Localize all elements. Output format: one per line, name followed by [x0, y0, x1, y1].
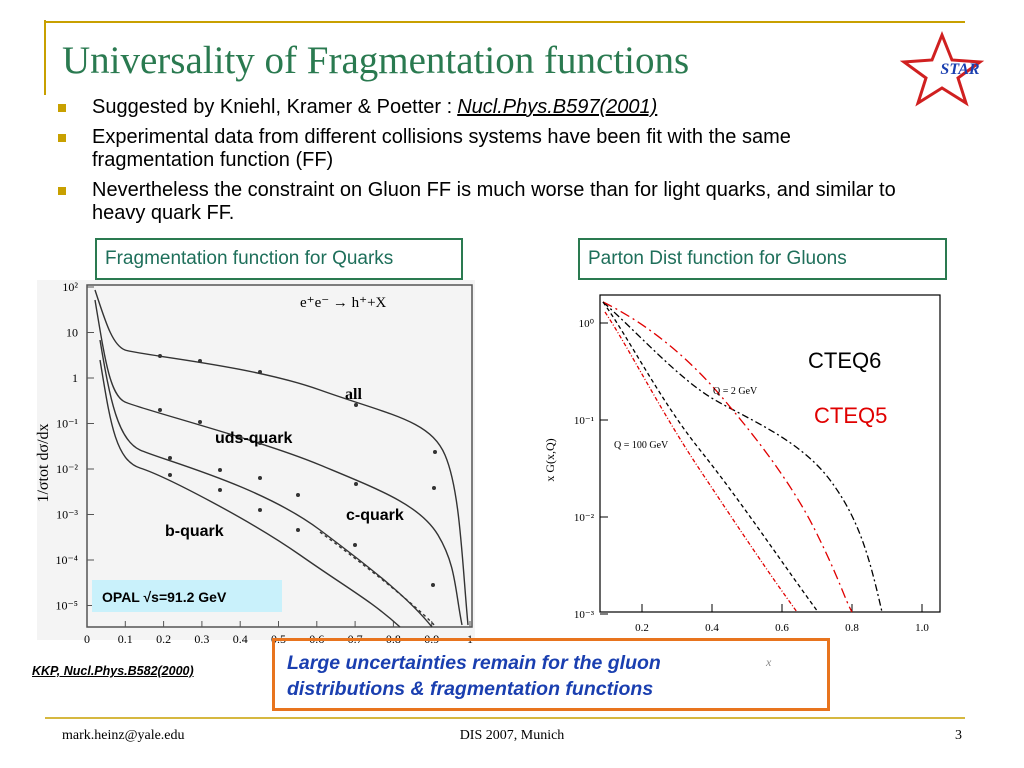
y-tick-label: 10	[66, 326, 78, 340]
plot-frame	[86, 284, 473, 628]
annotation: Q = 2 GeV	[713, 386, 758, 397]
bullet: Experimental data from different collisi…	[58, 126, 882, 172]
curve-label: b-quark	[165, 523, 224, 540]
slide-title: Universality of Fragmentation functions	[62, 39, 690, 82]
reference: Nucl.Phys.B597(2001)	[457, 96, 658, 118]
y-tick-label: 1	[72, 371, 78, 385]
bullet-text: Suggested by Kniehl, Kramer & Poetter :	[92, 96, 453, 118]
bullet: Nevertheless the constraint on Gluon FF …	[58, 179, 922, 225]
bullet-text: Experimental data from different collisi…	[92, 126, 791, 171]
footer-left: mark.heinz@yale.edu	[62, 728, 185, 743]
x-tick-label: 0.8	[845, 622, 859, 634]
x-tick-label: 0	[84, 632, 90, 646]
y-axis-label: 1/σtot dσ/dx	[35, 423, 52, 502]
legend-text: OPAL √s=91.2 GeV	[102, 589, 227, 605]
y-tick-label: 10⁰	[579, 318, 595, 330]
x-tick-label: 0.2	[156, 632, 171, 646]
curve-label: c-quark	[346, 507, 404, 524]
y-tick-label: 10⁻¹	[56, 417, 78, 431]
annotation: e⁺e⁻ → h⁺+X	[300, 295, 387, 311]
curve	[602, 301, 883, 613]
x-tick-label: 0.2	[635, 622, 649, 634]
curve	[99, 339, 433, 628]
y-tick-label: 10⁻⁴	[55, 553, 78, 567]
callout: Large uncertainties remain for the gluon…	[272, 638, 830, 711]
x-axis-label: x	[765, 655, 772, 669]
curve-label: all	[345, 386, 362, 403]
curve	[602, 301, 819, 613]
x-tick-label: 0.1	[118, 632, 133, 646]
annotation: Q = 100 GeV	[614, 440, 669, 451]
curves	[94, 289, 469, 628]
x-tick-label: 1.0	[915, 622, 929, 634]
y-tick-label: 10⁻²	[574, 512, 595, 524]
y-tick-label: 10⁻⁵	[55, 599, 78, 613]
curve	[602, 301, 853, 613]
curve	[319, 531, 437, 628]
plot-frame	[599, 294, 941, 613]
y-tick-label: 10⁻²	[56, 462, 78, 476]
y-tick-label: 10²	[62, 280, 78, 294]
y-tick-label: 10⁻³	[56, 508, 78, 522]
title-box: Fragmentation function for Quarks	[95, 238, 463, 280]
star-logo	[899, 30, 985, 107]
footer-right: 3	[955, 728, 962, 743]
curve	[94, 299, 463, 626]
y-tick-label: 10⁻¹	[574, 415, 594, 427]
callout-line: Large uncertainties remain for the gluon	[287, 652, 661, 674]
curve	[94, 289, 469, 626]
x-tick-label: 0.4	[233, 632, 248, 646]
legend-entry: CTEQ6	[808, 348, 881, 373]
curve	[99, 359, 401, 628]
data-points	[158, 354, 437, 587]
legend-box	[92, 580, 282, 612]
callout-line: distributions & fragmentation functions	[287, 678, 654, 700]
legend-entry: CTEQ5	[814, 403, 887, 428]
x-tick-label: 0.4	[705, 622, 719, 634]
title-box: Parton Dist function for Gluons	[578, 238, 947, 280]
logo-text: STAR	[940, 61, 979, 78]
curve	[604, 311, 798, 613]
x-tick-label: 0.3	[194, 632, 209, 646]
bullet-text: Nevertheless the constraint on Gluon FF …	[92, 179, 896, 224]
x-tick-label: 0.6	[775, 622, 789, 634]
bullet: Suggested by Kniehl, Kramer & Poetter :N…	[58, 96, 908, 119]
y-tick-label: 10⁻³	[574, 609, 595, 621]
bullet-list: Suggested by Kniehl, Kramer & Poetter :N…	[58, 96, 908, 232]
curve-label: uds-quark	[215, 430, 292, 447]
y-axis-label: x G(x,Q)	[543, 438, 557, 481]
source-reference: KKP, Nucl.Phys.B582(2000)	[32, 664, 194, 678]
footer-center: DIS 2007, Munich	[459, 728, 565, 743]
